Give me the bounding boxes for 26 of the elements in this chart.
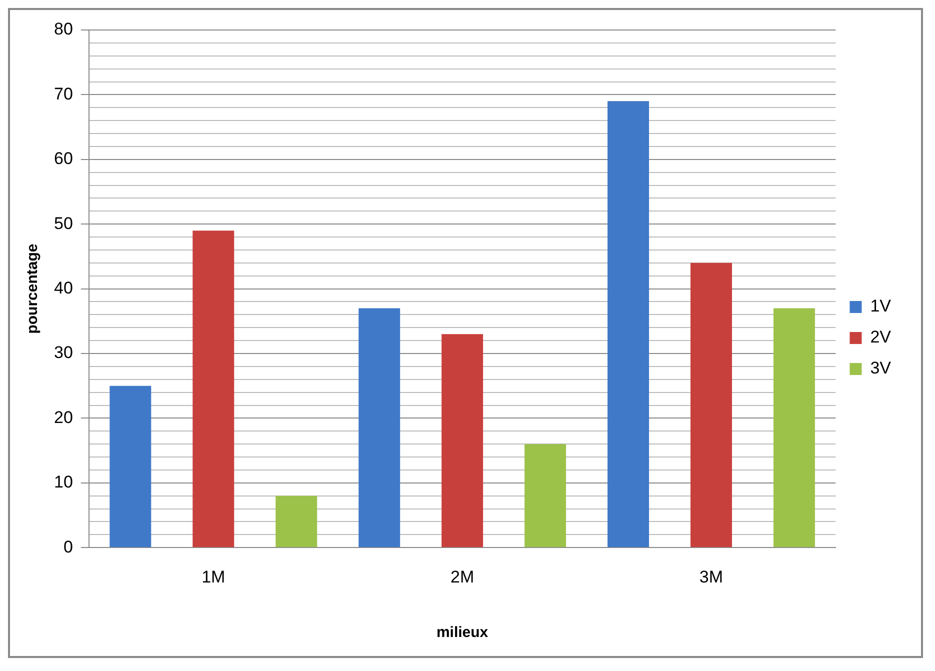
legend-label: 2V — [870, 328, 892, 347]
bar — [358, 308, 400, 548]
x-tick-label: 1M — [202, 567, 226, 586]
bar — [608, 101, 650, 548]
y-tick-label: 30 — [54, 343, 73, 362]
x-tick-label: 2M — [450, 567, 474, 586]
legend-label: 1V — [870, 296, 892, 316]
y-tick-label: 20 — [54, 408, 73, 427]
y-axis-title: pourcentage — [24, 244, 42, 334]
bar — [192, 230, 234, 548]
x-axis-title: milieux — [436, 624, 489, 642]
bar — [442, 334, 484, 548]
bar — [276, 496, 318, 548]
bar — [773, 308, 815, 548]
x-tick-label: 3M — [699, 567, 724, 586]
bar — [524, 444, 566, 548]
y-tick-label: 10 — [54, 472, 73, 492]
y-tick-label: 50 — [54, 214, 73, 233]
legend-label: 3V — [870, 358, 892, 378]
y-tick-label: 60 — [54, 149, 73, 168]
y-tick-label: 40 — [54, 278, 73, 298]
bar — [690, 262, 732, 548]
y-tick-label: 80 — [54, 20, 73, 39]
bar — [110, 386, 152, 548]
y-tick-label: 70 — [54, 84, 73, 104]
y-tick-label: 0 — [63, 537, 73, 556]
